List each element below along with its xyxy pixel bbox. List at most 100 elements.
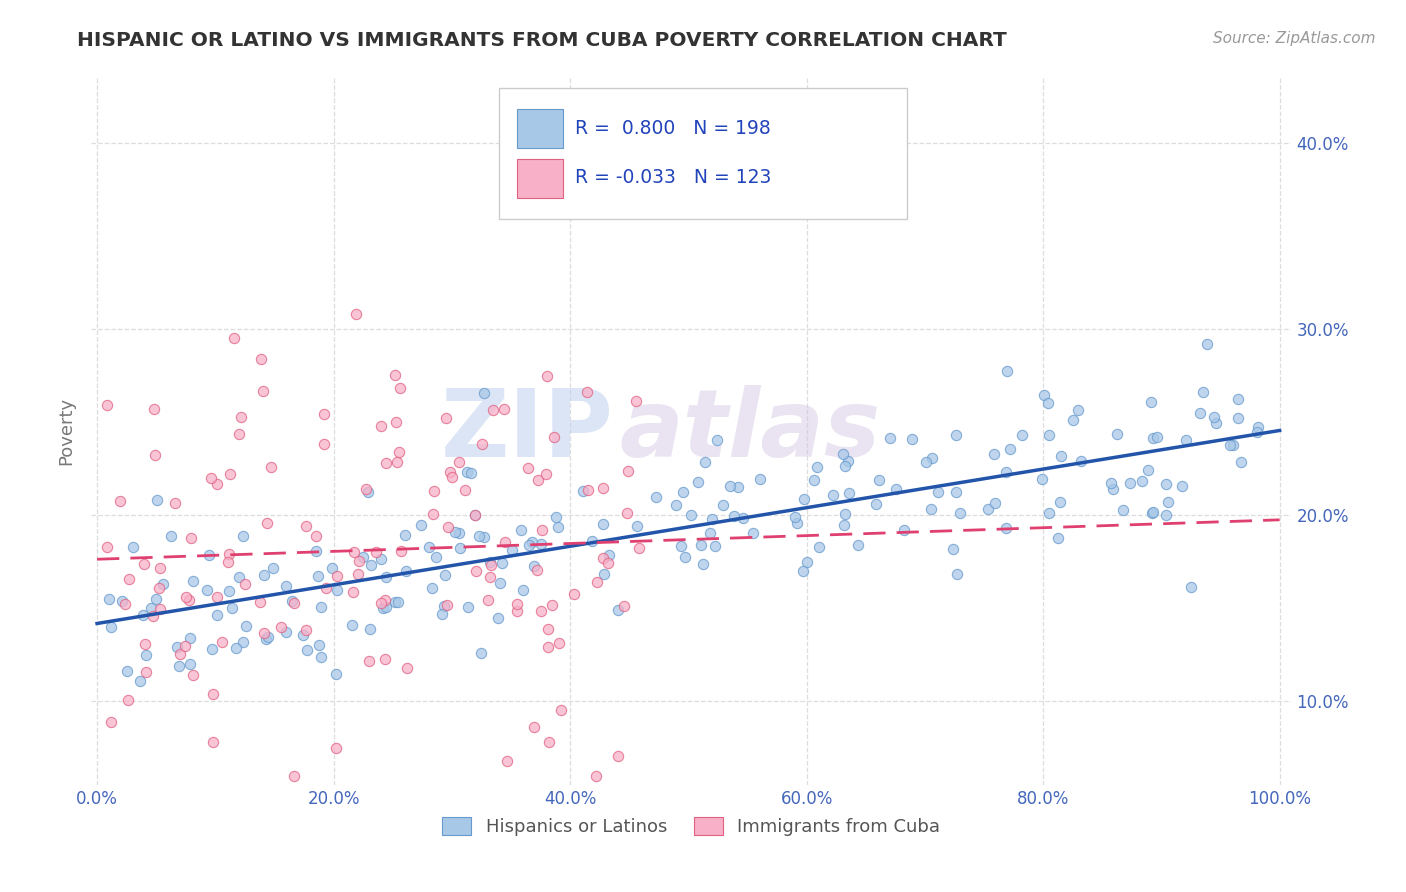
Point bbox=[700, 512, 723, 526]
Point bbox=[592, 481, 614, 495]
Point bbox=[374, 593, 396, 607]
Point bbox=[536, 368, 558, 383]
Point bbox=[718, 479, 741, 493]
Point bbox=[1205, 416, 1227, 430]
Point bbox=[1180, 580, 1202, 594]
Point bbox=[387, 445, 409, 459]
Point bbox=[149, 602, 172, 616]
Point bbox=[274, 624, 297, 639]
Point bbox=[942, 541, 965, 556]
Point bbox=[142, 608, 165, 623]
Point bbox=[177, 593, 200, 607]
Point bbox=[149, 560, 172, 574]
Point bbox=[522, 559, 544, 574]
Point bbox=[865, 497, 887, 511]
Point bbox=[108, 494, 131, 508]
Point bbox=[1195, 337, 1218, 351]
Point bbox=[270, 620, 292, 634]
Point bbox=[644, 490, 666, 504]
Point bbox=[283, 596, 305, 610]
Point bbox=[385, 415, 408, 429]
Point bbox=[179, 631, 201, 645]
Point bbox=[1046, 531, 1069, 545]
Point bbox=[139, 601, 162, 615]
Point bbox=[1038, 428, 1060, 442]
Point bbox=[315, 581, 337, 595]
Point bbox=[354, 482, 377, 496]
Point bbox=[723, 508, 745, 523]
Point bbox=[945, 485, 967, 500]
Point bbox=[373, 600, 395, 615]
Point bbox=[100, 715, 122, 730]
Point bbox=[1066, 403, 1088, 417]
Point bbox=[464, 508, 486, 522]
Point bbox=[893, 523, 915, 537]
Point bbox=[201, 687, 224, 701]
Point bbox=[472, 386, 495, 401]
Point bbox=[436, 598, 458, 612]
Point bbox=[585, 769, 607, 783]
Text: Source: ZipAtlas.com: Source: ZipAtlas.com bbox=[1212, 31, 1375, 46]
Point bbox=[195, 583, 218, 598]
Point bbox=[305, 529, 328, 543]
Point bbox=[232, 529, 254, 543]
Point bbox=[221, 601, 243, 615]
Point bbox=[325, 569, 347, 583]
Point bbox=[1032, 388, 1054, 402]
Point bbox=[180, 532, 202, 546]
Point bbox=[479, 558, 502, 573]
Point bbox=[530, 537, 553, 551]
Point bbox=[205, 476, 228, 491]
Point bbox=[1099, 476, 1122, 491]
Point bbox=[592, 551, 614, 566]
Point bbox=[793, 492, 815, 507]
Point bbox=[201, 642, 224, 657]
Point bbox=[291, 628, 314, 642]
Point bbox=[472, 530, 495, 544]
Point bbox=[920, 501, 942, 516]
Point bbox=[496, 754, 519, 768]
Point bbox=[440, 470, 463, 484]
Point bbox=[1136, 463, 1159, 477]
Point bbox=[915, 455, 938, 469]
Point bbox=[1188, 406, 1211, 420]
Point bbox=[432, 607, 454, 621]
Point bbox=[572, 484, 595, 499]
Text: ZIP: ZIP bbox=[440, 385, 613, 477]
Text: atlas: atlas bbox=[619, 385, 880, 477]
Point bbox=[821, 488, 844, 502]
Point bbox=[181, 667, 204, 681]
Point bbox=[706, 433, 728, 447]
Point bbox=[1247, 420, 1270, 434]
Point bbox=[537, 640, 560, 654]
Point bbox=[396, 660, 419, 674]
Point bbox=[389, 381, 412, 395]
Point bbox=[128, 674, 150, 689]
Point bbox=[145, 592, 167, 607]
Point bbox=[321, 561, 343, 575]
Point bbox=[796, 556, 818, 570]
Point bbox=[222, 331, 245, 345]
Point bbox=[1049, 495, 1071, 509]
Point bbox=[305, 544, 328, 558]
Point bbox=[1156, 476, 1178, 491]
Text: HISPANIC OR LATINO VS IMMIGRANTS FROM CUBA POVERTY CORRELATION CHART: HISPANIC OR LATINO VS IMMIGRANTS FROM CU… bbox=[77, 31, 1007, 50]
Point bbox=[202, 735, 225, 749]
Point bbox=[531, 523, 554, 537]
Point bbox=[218, 467, 240, 482]
Point bbox=[806, 460, 828, 475]
Point bbox=[665, 498, 688, 512]
Point bbox=[547, 520, 569, 534]
Point bbox=[409, 518, 432, 533]
Point bbox=[1146, 430, 1168, 444]
Point bbox=[447, 455, 470, 469]
Point bbox=[200, 471, 222, 485]
Point bbox=[520, 534, 543, 549]
Point bbox=[349, 554, 371, 568]
Point bbox=[517, 538, 540, 552]
Point bbox=[506, 604, 529, 618]
Point bbox=[205, 590, 228, 604]
Point bbox=[357, 484, 380, 499]
Point bbox=[994, 521, 1017, 535]
Point bbox=[669, 539, 692, 553]
